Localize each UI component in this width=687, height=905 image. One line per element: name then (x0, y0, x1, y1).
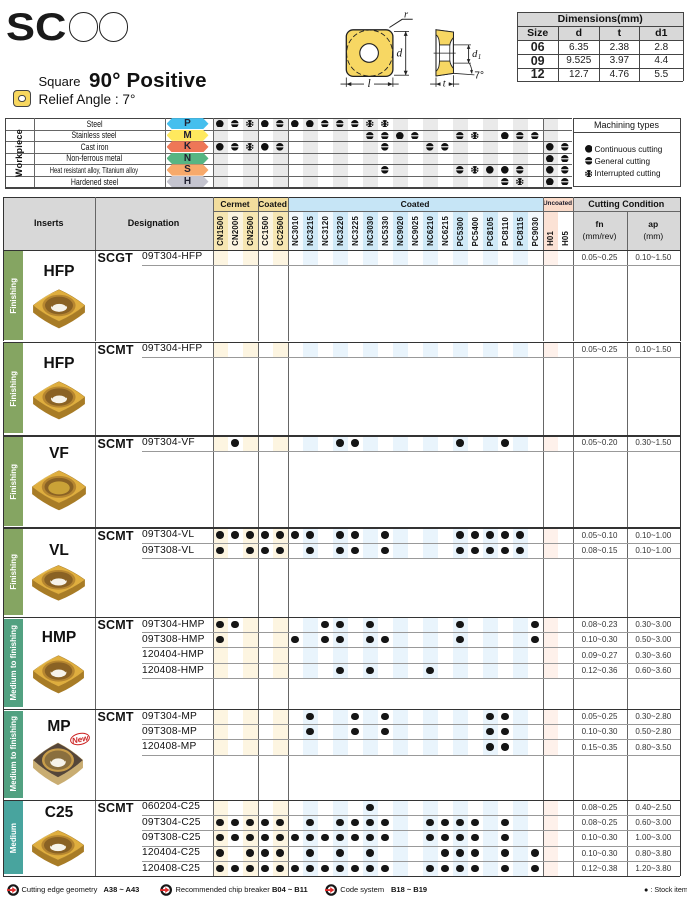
svg-text:d: d (397, 48, 403, 60)
svg-text:r: r (404, 10, 409, 21)
svg-text:7°: 7° (474, 70, 484, 81)
svg-text:d: d (472, 49, 478, 60)
svg-text:1: 1 (478, 53, 482, 61)
svg-text:l: l (368, 78, 371, 90)
svg-text:t: t (443, 79, 447, 90)
